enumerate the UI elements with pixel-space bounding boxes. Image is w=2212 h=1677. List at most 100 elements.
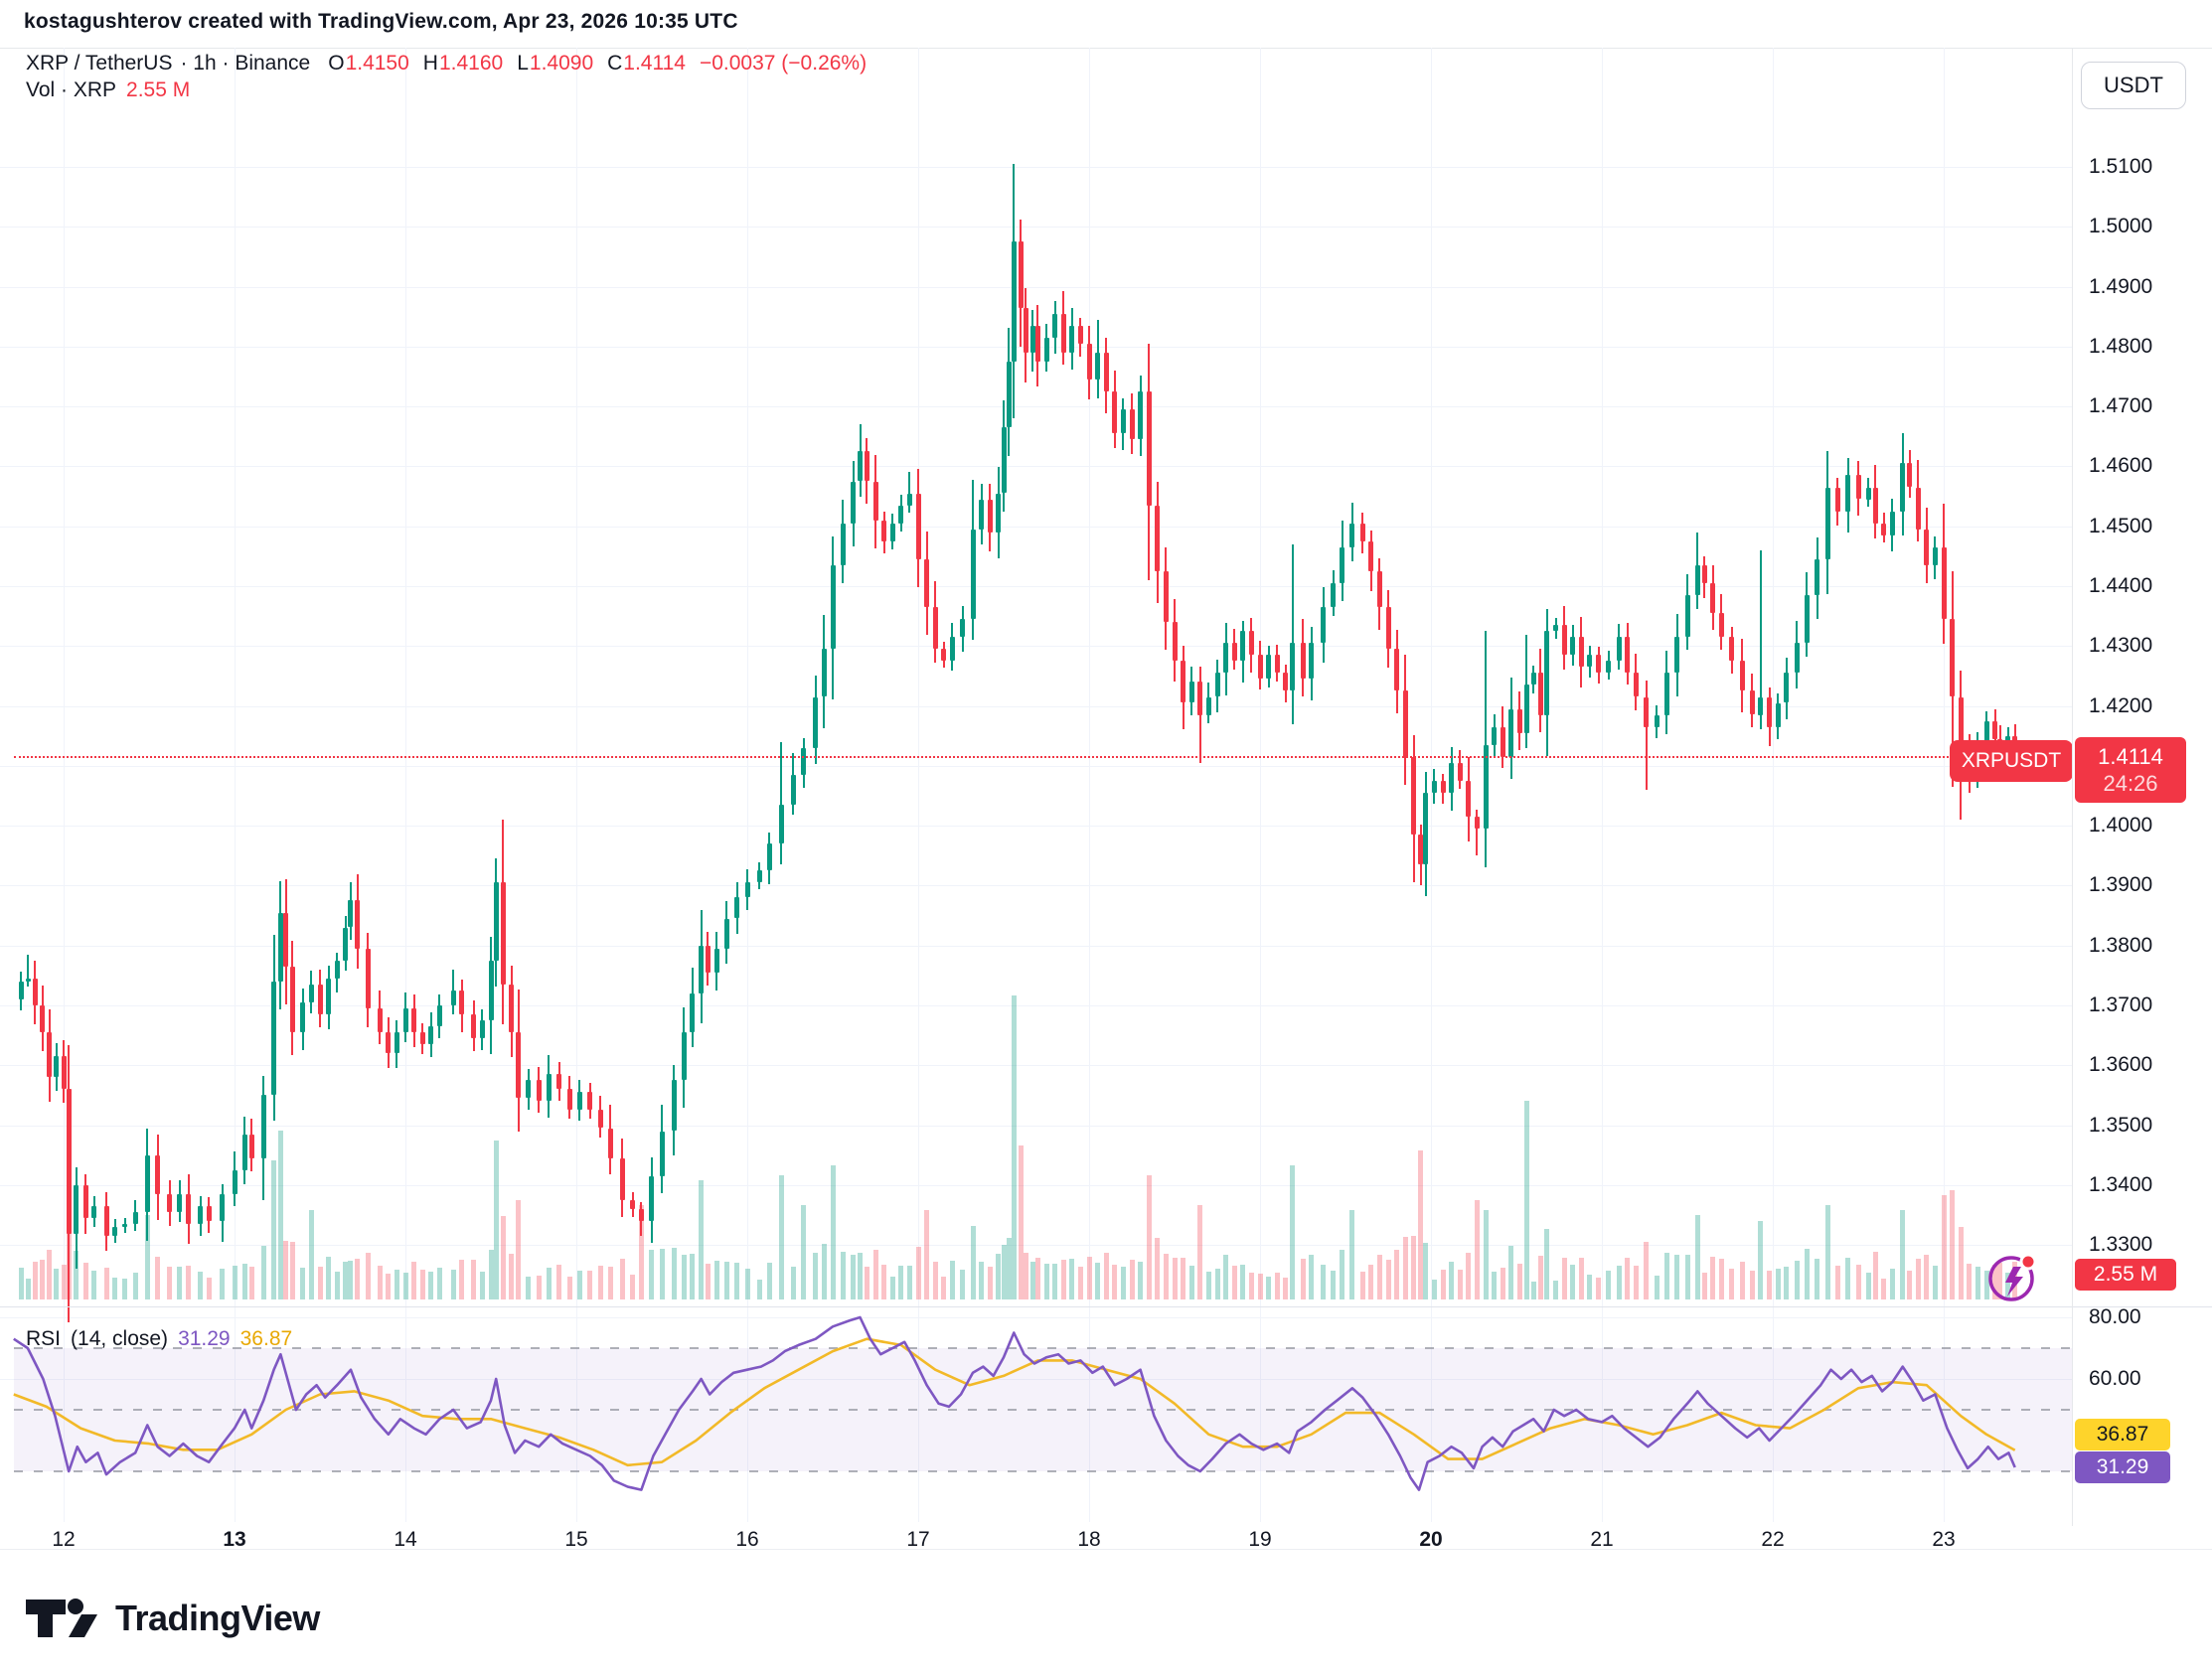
candle: [597, 1110, 603, 1129]
volume-bar: [167, 1267, 173, 1299]
candle: [144, 1154, 150, 1212]
candle: [122, 1223, 128, 1227]
price-axis-tick: 1.3300: [2089, 1233, 2153, 1256]
candle: [906, 493, 912, 506]
ohlc-high: H 1.4160: [422, 52, 504, 75]
volume-bar: [47, 1249, 53, 1299]
volume-bar: [1941, 1195, 1947, 1299]
candle: [526, 1080, 532, 1099]
volume-bar: [1011, 995, 1017, 1299]
candle: [1120, 409, 1126, 434]
candle: [1138, 391, 1144, 440]
candle: [1855, 475, 1861, 500]
symbol-meta: · 1h · Binance: [180, 52, 311, 75]
candle: [1804, 595, 1810, 644]
candle: [220, 1193, 226, 1221]
volume-bar: [1205, 1272, 1211, 1299]
candle: [1423, 792, 1429, 865]
volume-bar: [638, 1205, 644, 1299]
candle: [1440, 780, 1446, 793]
candle: [18, 981, 24, 999]
vertical-gridline: [1944, 48, 1945, 1522]
candle: [851, 481, 857, 524]
candle: [74, 1184, 79, 1235]
candle: [493, 882, 499, 961]
vertical-gridline: [64, 48, 65, 1522]
time-axis-tick: 12: [52, 1528, 76, 1551]
candle: [1457, 762, 1463, 781]
volume-bar: [419, 1269, 425, 1299]
candle: [1872, 487, 1878, 524]
price-axis[interactable]: 1.5100 1.5000 1.4900 1.4800 1.4700 1.4600 1.45…: [2072, 48, 2212, 1526]
price-gridline: [0, 1245, 2072, 1246]
candle: [1924, 529, 1930, 565]
candle: [232, 1169, 237, 1194]
volume-bar: [1997, 1262, 2003, 1299]
candle: [1941, 546, 1947, 620]
price-gridline: [0, 1065, 2072, 1067]
candle: [1633, 673, 1639, 697]
volume-bar: [1349, 1210, 1355, 1299]
volume-bar: [898, 1266, 904, 1299]
candle: [1474, 817, 1480, 830]
volume-bar: [813, 1253, 819, 1299]
candle: [1205, 696, 1211, 715]
time-axis-tick: 21: [1590, 1528, 1614, 1551]
rsi-pane[interactable]: [0, 1309, 2072, 1526]
candle: [419, 1032, 425, 1045]
volume-bar: [1457, 1270, 1463, 1299]
candle: [924, 558, 930, 607]
volume-bar: [1155, 1238, 1161, 1299]
volume-bar: [941, 1276, 947, 1299]
volume-bar: [1266, 1276, 1272, 1299]
volume-legend-value: 2.55 M: [126, 78, 191, 101]
candle: [1544, 631, 1550, 715]
time-axis[interactable]: 12 13 14 15 16 17 18 19 20 21 22 23: [0, 1526, 2072, 1552]
volume-bar: [851, 1255, 857, 1299]
candle: [1086, 343, 1092, 380]
volume-bar: [607, 1266, 613, 1299]
chart-area[interactable]: [0, 0, 2072, 1526]
volume-bar: [479, 1271, 485, 1299]
volume-bar: [915, 1247, 921, 1299]
candle: [167, 1193, 173, 1212]
volume-bar: [1523, 1101, 1529, 1299]
candle: [1561, 625, 1567, 656]
volume-bar: [630, 1275, 636, 1299]
candle: [277, 912, 283, 982]
volume-bar: [699, 1180, 705, 1299]
volume-bar: [1077, 1266, 1083, 1299]
candle: [872, 481, 878, 521]
candle: [1340, 546, 1345, 583]
volume-bar: [1418, 1150, 1424, 1299]
flash-reaction-icon[interactable]: [1980, 1247, 2050, 1316]
candle: [1290, 643, 1296, 691]
candle: [1274, 655, 1280, 674]
candle: [1794, 643, 1800, 674]
candle: [1710, 582, 1716, 613]
price-gridline: [0, 586, 2072, 587]
volume-bar: [1138, 1262, 1144, 1299]
volume-bar: [1749, 1271, 1755, 1299]
volume-bar: [659, 1248, 665, 1299]
candle: [830, 564, 836, 650]
currency-toggle-button[interactable]: USDT: [2081, 62, 2186, 109]
time-axis-tick: 15: [564, 1528, 588, 1551]
candle: [326, 978, 332, 1014]
candle: [1729, 637, 1735, 662]
vertical-gridline: [576, 48, 577, 1522]
volume-bar: [790, 1267, 796, 1299]
ohlc-values: O 1.4150 H 1.4160 L 1.4090 C 1.4114: [328, 52, 686, 76]
rsi-pane-separator[interactable]: [0, 1306, 2212, 1307]
volume-bar: [1794, 1261, 1800, 1299]
volume-bar: [1633, 1265, 1639, 1299]
volume-bar: [144, 1215, 150, 1299]
candle: [283, 912, 289, 967]
candle: [1231, 643, 1237, 662]
price-gridline: [0, 526, 2072, 528]
volume-bar: [377, 1265, 383, 1299]
tradingview-logo-text: TradingView: [115, 1598, 320, 1638]
tradingview-logo[interactable]: TradingView: [24, 1594, 320, 1643]
candle: [1321, 607, 1327, 644]
